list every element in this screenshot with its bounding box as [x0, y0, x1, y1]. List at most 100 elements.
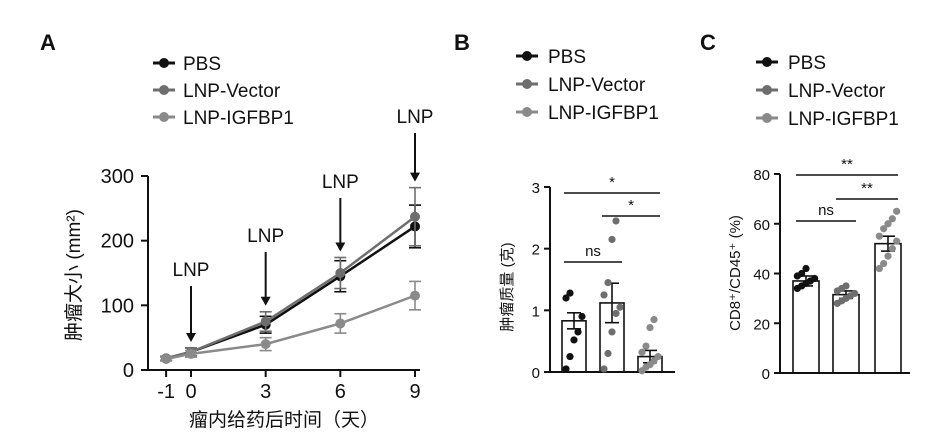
legend-a: PBS LNP-Vector LNP-IGFBP1 — [153, 54, 294, 129]
legend-c: PBS LNP-Vector LNP-IGFBP1 — [756, 53, 899, 130]
x-tick-label-a: 0 — [185, 381, 196, 403]
data-point — [884, 252, 892, 260]
panel-label-c: C — [700, 30, 716, 55]
significance-label: * — [628, 197, 634, 214]
bars-c — [792, 207, 902, 374]
legend-item-pbs: PBS — [516, 47, 586, 68]
data-point — [186, 348, 196, 359]
y-tick-label-a: 200 — [101, 231, 134, 253]
bar-group-lnp-vector — [599, 217, 625, 373]
legend-label-pbs: PBS — [548, 47, 586, 68]
y-tick-label: 1 — [532, 303, 540, 320]
y-ticks-c: 0 20 40 60 80 — [753, 167, 780, 383]
bars-b — [561, 217, 663, 375]
panel-b: PBS LNP-Vector LNP-IGFBP1 0 1 2 3 ns * * 肿瘤质量… — [499, 47, 675, 382]
legend-item-lnp-vector: LNP-Vector — [516, 75, 646, 96]
y-axis-label-a: 肿瘤大小 (mm²) — [63, 209, 85, 341]
bar-group-lnp-vector — [832, 282, 860, 374]
data-point — [654, 352, 662, 361]
legend-label-lnp-vector: LNP-Vector — [548, 75, 646, 96]
data-point — [888, 215, 896, 223]
y-axis-label-c: CD8⁺/CD45⁺ (%) — [727, 215, 744, 331]
data-point — [646, 324, 654, 332]
legend-label-pbs: PBS — [788, 53, 826, 74]
data-point — [880, 259, 888, 268]
bar-group-lnp-igfbp1 — [637, 315, 663, 375]
y-tick-label: 0 — [532, 365, 540, 382]
data-point — [642, 342, 650, 350]
data-point — [608, 235, 616, 244]
arrow-head — [410, 172, 420, 182]
data-point — [562, 365, 570, 373]
legend-item-pbs: PBS — [153, 54, 221, 75]
series-lnp-igfbp1 — [160, 280, 421, 365]
lnp-annotations: LNP LNP LNP LNP — [173, 107, 434, 343]
lnp-label: LNP — [247, 226, 284, 247]
data-point — [612, 217, 620, 225]
data-point — [798, 269, 806, 278]
data-point — [842, 282, 850, 290]
y-tick-label-a: 0 — [123, 360, 134, 382]
data-point — [612, 309, 620, 318]
data-point — [880, 225, 888, 233]
series-pbs — [160, 204, 421, 364]
data-point — [335, 318, 346, 329]
legend-label-lnp-igfbp1: LNP-IGFBP1 — [788, 109, 899, 130]
data-point — [811, 274, 819, 283]
data-point — [650, 315, 658, 324]
data-point — [574, 328, 582, 336]
bar-group-lnp-igfbp1 — [874, 207, 902, 374]
data-point — [638, 348, 646, 356]
data-point — [566, 352, 574, 361]
x-tick-label-a: 6 — [335, 381, 346, 403]
data-point — [260, 316, 271, 327]
legend-item-lnp-igfbp1: LNP-IGFBP1 — [516, 103, 659, 124]
data-point — [161, 354, 172, 365]
data-point — [600, 365, 608, 373]
significance-label: ** — [861, 180, 873, 197]
bar-group-pbs — [561, 289, 587, 373]
y-tick-label: 80 — [753, 167, 770, 184]
data-point — [604, 278, 612, 287]
x-tick-label-a: 3 — [260, 381, 271, 403]
bar — [792, 280, 820, 374]
legend-b: PBS LNP-Vector LNP-IGFBP1 — [516, 47, 659, 124]
legend-label-lnp-igfbp1: LNP-IGFBP1 — [183, 108, 294, 129]
legend-item-pbs: PBS — [756, 53, 826, 74]
significance-c: ns ** ** — [796, 156, 898, 222]
panel-label-a: A — [40, 30, 56, 55]
data-point — [570, 336, 578, 344]
legend-label-lnp-vector: LNP-Vector — [183, 81, 281, 102]
lnp-label: LNP — [397, 107, 434, 128]
lnp-label: LNP — [322, 172, 359, 193]
legend-label-pbs: PBS — [183, 54, 221, 75]
bar-group-pbs — [792, 264, 820, 374]
panel-a: PBS LNP-Vector LNP-IGFBP1 0 100 200 300 -1 0… — [63, 54, 433, 431]
arrow-head — [260, 296, 271, 306]
data-point — [562, 294, 570, 302]
data-point — [851, 289, 859, 297]
lnp-label: LNP — [173, 260, 210, 281]
significance-b: ns * * — [564, 174, 660, 263]
x-axis-label-a: 瘤内给药后时间（天） — [189, 409, 379, 431]
legend-item-lnp-vector: LNP-Vector — [756, 81, 886, 102]
y-tick-label: 2 — [532, 242, 540, 259]
series-a — [160, 186, 421, 365]
data-point — [566, 289, 574, 297]
panel-label-b: B — [454, 30, 470, 55]
data-point — [802, 264, 810, 273]
legend-label-lnp-vector: LNP-Vector — [788, 81, 886, 102]
y-tick-label: 60 — [753, 217, 770, 234]
data-point — [335, 268, 346, 278]
data-point — [604, 349, 612, 358]
x-tick-label-a: -1 — [157, 381, 175, 403]
data-point — [410, 211, 420, 222]
y-tick-label-a: 100 — [101, 295, 134, 317]
legend-label-lnp-igfbp1: LNP-IGFBP1 — [548, 103, 659, 124]
significance-label: ** — [841, 156, 853, 173]
data-point — [616, 303, 624, 311]
y-axis-label-b: 肿瘤质量 (克) — [499, 242, 516, 331]
legend-item-lnp-vector: LNP-Vector — [153, 81, 281, 102]
data-point — [884, 220, 892, 228]
